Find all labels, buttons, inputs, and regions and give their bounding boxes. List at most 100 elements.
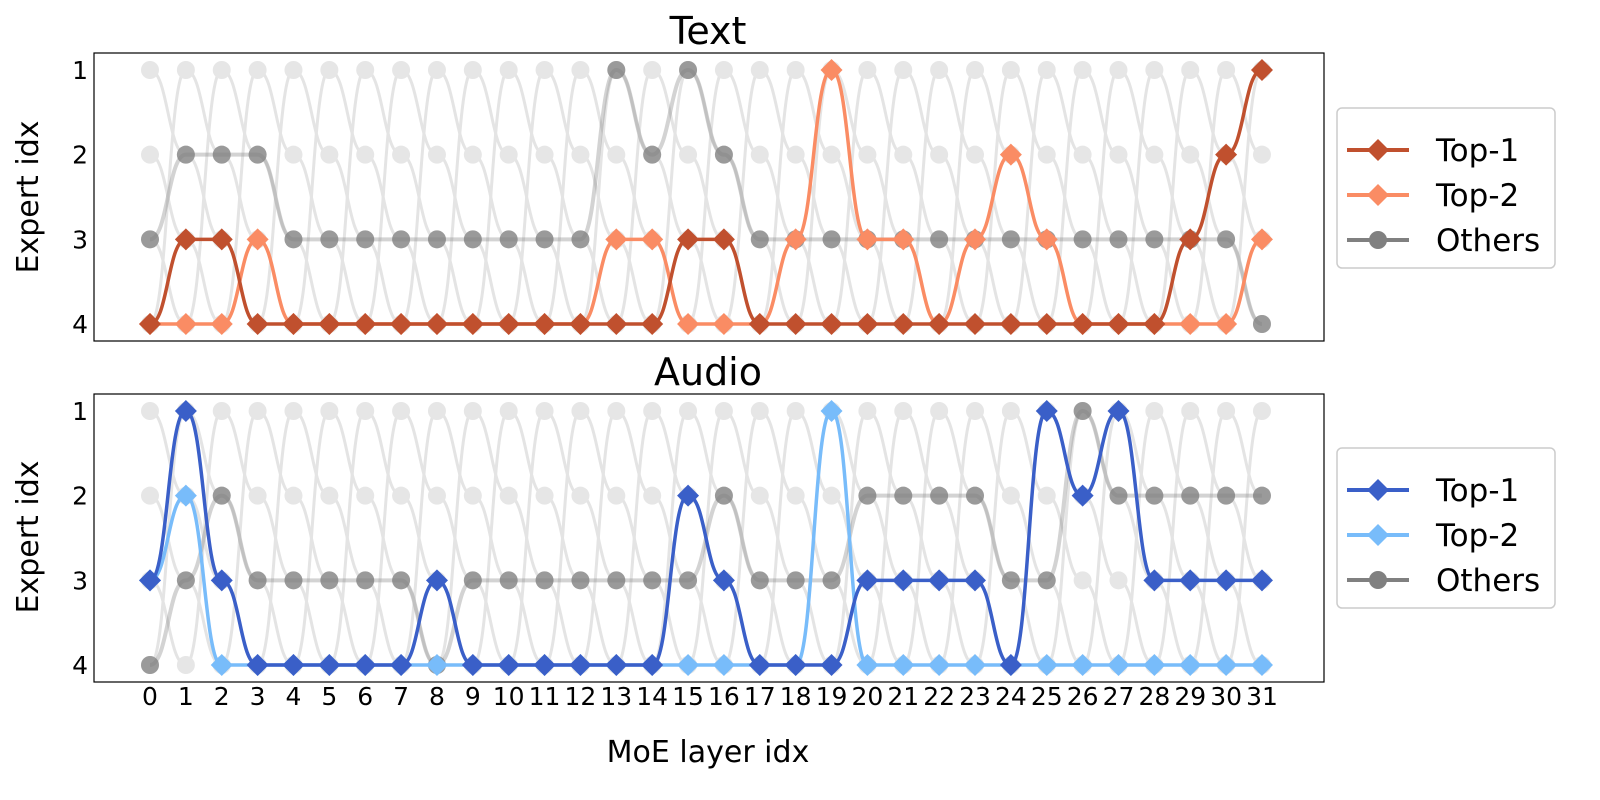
y-tick-label: 1 xyxy=(72,56,88,85)
faint-point xyxy=(427,61,446,79)
y-tick-label: 1 xyxy=(72,397,88,426)
data-point-top-2 xyxy=(712,654,735,676)
faint-point xyxy=(607,486,626,505)
data-point-top-2 xyxy=(246,228,269,251)
data-point-others xyxy=(248,571,267,590)
data-point-top-1 xyxy=(174,400,197,422)
data-point-others xyxy=(499,571,518,590)
data-point-top-1 xyxy=(1143,569,1166,592)
data-point-others xyxy=(714,486,733,505)
data-point-top-2 xyxy=(1143,654,1166,676)
faint-point xyxy=(643,486,662,505)
data-point-top-1 xyxy=(677,228,700,251)
faint-point xyxy=(463,486,482,505)
data-point-top-1 xyxy=(210,228,233,251)
y-tick-label: 4 xyxy=(72,310,88,339)
y-tick-label: 3 xyxy=(72,566,88,595)
data-point-top-2 xyxy=(892,228,915,251)
x-tick-label: 11 xyxy=(529,682,561,711)
faint-point xyxy=(858,61,877,79)
data-point-top-2 xyxy=(677,313,700,335)
data-point-top-1 xyxy=(820,313,843,335)
faint-point xyxy=(141,402,159,420)
x-tick-label: 24 xyxy=(995,682,1027,711)
legend-label-top2: Top-2 xyxy=(1435,518,1519,554)
faint-point xyxy=(966,402,985,420)
data-point-others xyxy=(427,230,446,249)
legend-marker-others xyxy=(1369,571,1387,589)
faint-point xyxy=(1145,61,1164,79)
data-point-top-1 xyxy=(964,313,987,335)
data-point-top-2 xyxy=(1035,654,1058,676)
x-tick-label: 0 xyxy=(142,682,158,711)
data-point-others xyxy=(643,571,662,590)
data-point-top-1 xyxy=(784,313,807,335)
faint-point xyxy=(1217,61,1236,79)
data-point-others xyxy=(1109,230,1128,249)
data-point-top-2 xyxy=(605,228,628,251)
data-point-top-1 xyxy=(1215,143,1238,166)
faint-point xyxy=(535,486,554,505)
data-point-top-2 xyxy=(1035,228,1058,251)
y-tick-label: 2 xyxy=(72,482,88,511)
faint-point xyxy=(141,61,159,79)
data-point-others xyxy=(212,486,231,505)
faint-point xyxy=(894,61,913,79)
faint-point xyxy=(643,61,662,79)
data-point-top-1 xyxy=(461,313,484,335)
data-point-others xyxy=(679,61,698,79)
panel-text: Text Expert idx 1 2 3 4 Top-1 Top-2 Others xyxy=(11,9,1556,342)
data-point-top-1 xyxy=(1250,59,1273,81)
legend-marker-top2 xyxy=(1367,184,1389,206)
data-point-others xyxy=(822,230,841,249)
faint-point xyxy=(1181,402,1200,420)
faint-point xyxy=(176,61,195,79)
data-point-top-1 xyxy=(390,313,413,335)
x-tick-label: 5 xyxy=(321,682,337,711)
data-point-others xyxy=(392,230,411,249)
data-point-top-2 xyxy=(1179,313,1202,335)
faint-point xyxy=(499,486,518,505)
data-point-others xyxy=(320,571,339,590)
data-point-top-1 xyxy=(533,654,556,676)
data-point-top-1 xyxy=(641,313,664,335)
x-tick-label: 15 xyxy=(672,682,704,711)
legend-label-top2: Top-2 xyxy=(1435,178,1519,214)
data-point-top-2 xyxy=(1215,654,1238,676)
faint-point xyxy=(894,145,913,164)
x-tick-label: 13 xyxy=(600,682,632,711)
data-point-top-2 xyxy=(856,228,879,251)
faint-point xyxy=(1037,61,1056,79)
faint-point xyxy=(427,145,446,164)
faint-point xyxy=(786,145,805,164)
data-point-top-1 xyxy=(425,313,448,335)
xlabel: MoE layer idx xyxy=(607,735,810,770)
panel-title-text: Text xyxy=(669,9,747,53)
data-point-others xyxy=(822,571,841,590)
data-point-top-2 xyxy=(820,400,843,422)
data-point-others xyxy=(356,571,375,590)
data-point-top-1 xyxy=(641,654,664,676)
faint-point xyxy=(966,61,985,79)
data-point-others xyxy=(643,145,662,164)
faint-point xyxy=(212,402,231,420)
data-point-top-2 xyxy=(677,654,700,676)
plot-area-text xyxy=(93,52,1325,342)
data-point-top-2 xyxy=(641,228,664,251)
data-point-others xyxy=(571,571,590,590)
data-point-others xyxy=(176,571,195,590)
y-tick-label: 2 xyxy=(72,141,88,170)
data-point-top-1 xyxy=(282,654,305,676)
faint-point xyxy=(571,486,590,505)
data-point-top-1 xyxy=(461,654,484,676)
legend-marker-others xyxy=(1369,231,1387,249)
data-point-top-1 xyxy=(605,313,628,335)
data-point-others xyxy=(1037,571,1056,590)
data-point-others xyxy=(679,571,698,590)
x-tick-labels: 0 1 2 3 4 5 6 7 8 9 10 11 12 13 14 15 16 17 18 19 20 21 22 23 24… xyxy=(142,682,1278,711)
series-line-top-1 xyxy=(149,409,1262,667)
legend-label-top1: Top-1 xyxy=(1435,473,1519,509)
faint-point xyxy=(930,61,949,79)
x-tick-label: 26 xyxy=(1067,682,1099,711)
data-point-top-1 xyxy=(928,569,951,592)
